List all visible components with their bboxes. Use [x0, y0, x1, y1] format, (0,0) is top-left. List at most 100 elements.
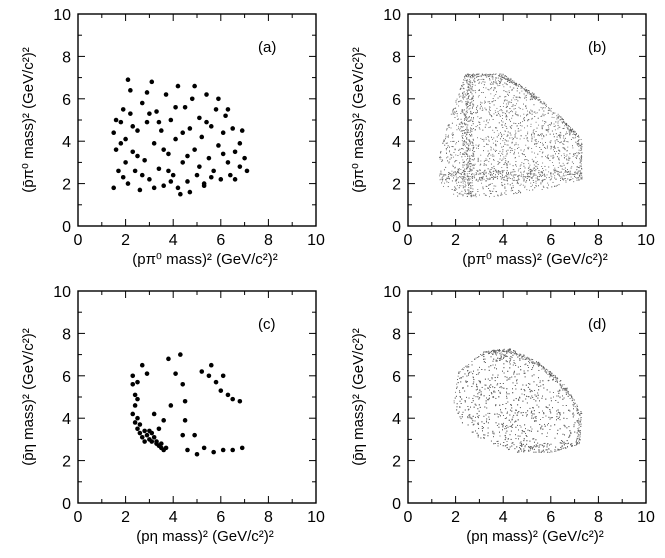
- density-point: [452, 113, 454, 115]
- density-point: [457, 128, 459, 130]
- density-point: [550, 148, 552, 150]
- density-point: [471, 77, 473, 79]
- density-point: [567, 169, 568, 171]
- density-point: [480, 163, 482, 165]
- density-point: [537, 153, 539, 155]
- density-point: [489, 106, 491, 108]
- density-point: [558, 115, 560, 117]
- density-point: [563, 135, 565, 137]
- density-point: [447, 147, 448, 149]
- density-point: [532, 180, 534, 182]
- density-point: [508, 94, 509, 96]
- density-point: [524, 444, 526, 446]
- density-point: [470, 80, 472, 82]
- data-point: [225, 392, 231, 398]
- x-axis-label: (pπ⁰ mass)² (GeV/c²)²: [462, 251, 608, 268]
- density-point: [581, 152, 583, 154]
- data-point: [154, 439, 159, 444]
- density-point: [495, 82, 497, 84]
- density-point: [505, 78, 507, 80]
- density-point: [452, 111, 454, 113]
- density-point: [519, 165, 521, 167]
- density-point: [467, 183, 469, 185]
- density-point: [467, 120, 469, 122]
- density-point: [551, 116, 553, 118]
- density-point: [447, 142, 449, 144]
- density-point: [580, 152, 582, 154]
- density-point: [518, 175, 520, 177]
- density-point: [527, 92, 529, 94]
- density-point: [533, 93, 535, 95]
- density-point: [539, 174, 541, 176]
- density-point: [475, 76, 477, 78]
- density-point: [580, 145, 582, 146]
- density-point: [468, 194, 470, 196]
- density-point: [463, 140, 465, 141]
- density-point: [465, 117, 467, 119]
- density-point: [458, 140, 459, 142]
- density-point: [556, 151, 558, 152]
- density-point: [564, 167, 566, 169]
- density-point: [470, 102, 472, 104]
- data-point: [208, 362, 214, 368]
- density-point: [447, 136, 449, 137]
- density-point: [493, 159, 495, 161]
- density-point: [467, 162, 469, 164]
- y-tick-label: 10: [53, 284, 71, 301]
- density-point: [472, 97, 474, 99]
- density-point: [464, 75, 466, 77]
- density-point: [512, 97, 514, 99]
- density-point: [518, 174, 520, 176]
- density-point: [516, 165, 517, 167]
- density-point: [538, 96, 540, 98]
- density-point: [519, 168, 521, 169]
- density-point: [467, 102, 468, 104]
- data-point: [128, 88, 133, 93]
- density-point: [562, 175, 564, 177]
- density-point: [509, 132, 511, 134]
- density-point: [487, 75, 489, 77]
- density-point: [502, 84, 504, 86]
- density-point: [511, 178, 513, 180]
- density-point: [512, 82, 514, 83]
- density-point: [581, 156, 583, 158]
- density-point: [563, 169, 565, 171]
- density-point: [481, 172, 483, 173]
- density-point: [551, 146, 553, 148]
- density-point: [541, 171, 543, 173]
- density-point: [576, 152, 578, 154]
- density-point: [499, 109, 501, 111]
- density-point: [507, 140, 509, 142]
- density-point: [453, 108, 454, 110]
- density-point: [466, 173, 468, 175]
- density-point: [517, 130, 519, 132]
- data-point: [132, 403, 138, 408]
- density-point: [548, 166, 550, 168]
- density-point: [485, 96, 486, 98]
- density-point: [463, 175, 465, 177]
- density-point: [462, 92, 464, 94]
- density-point: [536, 97, 538, 99]
- density-point: [506, 111, 508, 113]
- density-point: [563, 120, 565, 122]
- density-point: [496, 83, 498, 85]
- panel-label: (a): [258, 39, 276, 56]
- density-point: [480, 117, 482, 119]
- data-point: [232, 149, 238, 155]
- density-point: [464, 174, 466, 176]
- density-point: [514, 134, 516, 135]
- density-point: [531, 169, 533, 171]
- density-point: [468, 74, 470, 76]
- density-point: [506, 144, 508, 146]
- density-point: [540, 149, 542, 150]
- density-point: [469, 158, 471, 159]
- data-point: [137, 430, 143, 436]
- density-point: [468, 165, 470, 167]
- density-point: [509, 86, 511, 88]
- density-point: [541, 156, 543, 158]
- density-point: [477, 74, 479, 76]
- density-point: [520, 183, 522, 185]
- density-point: [521, 162, 523, 164]
- data-point: [128, 111, 133, 116]
- data-point: [166, 151, 171, 157]
